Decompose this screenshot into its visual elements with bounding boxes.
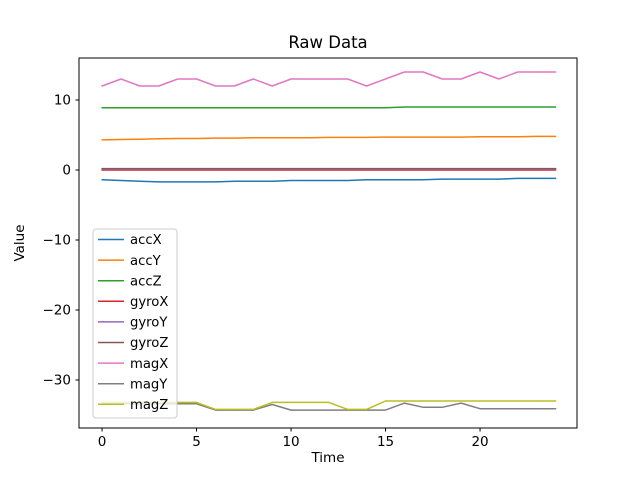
x-tick-label: 5: [192, 434, 201, 450]
series-line-magZ: [101, 400, 557, 411]
x-tick-label: 0: [98, 434, 107, 450]
x-tick-label: 20: [471, 434, 488, 450]
legend-label-magX: magX: [130, 357, 168, 372]
legend-item-accY: accY: [98, 254, 162, 269]
legend-label-gyroZ: gyroZ: [130, 336, 168, 351]
y-tick-label: 0: [62, 163, 71, 179]
legend-item-magY: magY: [98, 377, 168, 392]
legend-item-gyroX: gyroX: [98, 295, 168, 310]
legend-label-gyroX: gyroX: [130, 295, 168, 310]
series-line-accY: [101, 135, 557, 141]
y-tick-label: −30: [43, 373, 72, 389]
legend-label-accZ: accZ: [130, 274, 162, 289]
series-line-magX: [101, 71, 557, 87]
series-layer: [101, 71, 557, 411]
x-axis-label: Time: [310, 450, 344, 466]
chart-title: Raw Data: [288, 33, 367, 52]
legend-item-gyroY: gyroY: [98, 316, 168, 331]
plot-border: [78, 57, 578, 429]
legend-item-accZ: accZ: [98, 274, 162, 289]
y-tick-label: −10: [43, 233, 72, 249]
legend-label-gyroY: gyroY: [130, 316, 168, 331]
legend-label-magZ: magZ: [130, 398, 168, 413]
legend-item-magZ: magZ: [98, 398, 168, 413]
legend-item-magX: magX: [98, 357, 168, 372]
y-axis-label: Value: [12, 224, 28, 261]
legend-item-accX: accX: [98, 233, 162, 248]
legend-item-gyroZ: gyroZ: [98, 336, 168, 351]
legend-box: [92, 228, 178, 419]
legend-label-magY: magY: [130, 377, 168, 392]
series-line-magY: [101, 402, 557, 411]
legend-label-accY: accY: [130, 254, 162, 269]
legend: accX accY accZ gyroX gyroY gyroZ magX magY magZ: [92, 228, 178, 419]
x-tick-label: 10: [282, 434, 299, 450]
y-tick-label: 10: [54, 93, 71, 109]
axes-layer: 0 5 10 15 20 10 0 −10 −20 −30: [43, 57, 578, 450]
series-line-accX: [101, 177, 557, 183]
x-tick-label: 15: [377, 434, 394, 450]
series-line-accZ: [101, 106, 557, 109]
legend-label-accX: accX: [130, 233, 162, 248]
y-tick-label: −20: [43, 303, 72, 319]
